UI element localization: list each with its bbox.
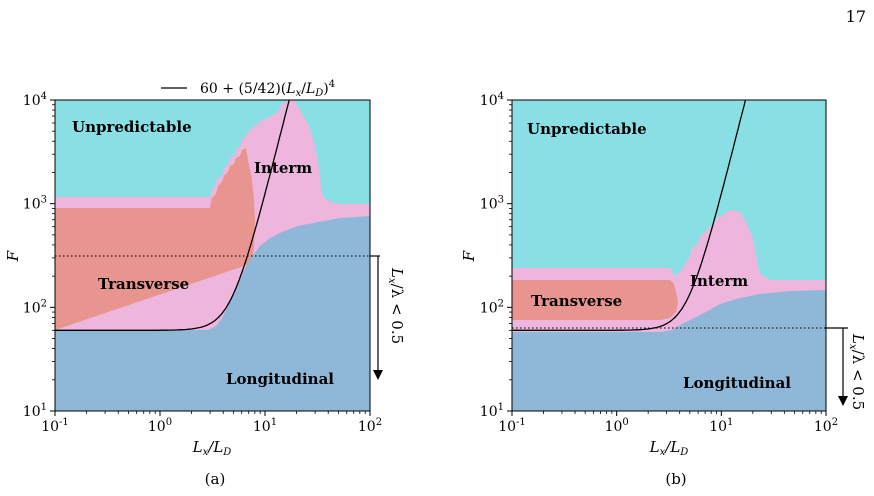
y-tick-label: 101 [23,402,47,420]
ylabel-a: F [4,250,22,262]
y-tick-label: 102 [480,298,504,316]
xlabel-b: Lx/LD [649,438,689,458]
label-transverse-a: Transverse [98,275,189,293]
region-transverse-a [55,148,255,330]
xlabel-a: Lx/LD [192,438,232,458]
label-unpredictable-a: Unpredictable [72,118,192,136]
plot-frame-b [511,99,827,412]
region-longitudinal-a [55,216,370,411]
region-transverse-b [512,280,678,320]
arrow-head [838,396,848,406]
y-tick-label: 104 [23,91,47,109]
y-tick-label: 103 [23,195,47,213]
x-tick-label: 101 [253,417,277,435]
x-tick-label: 10-1 [41,417,69,435]
x-tick-label: 100 [148,417,172,435]
x-tick-label: 102 [358,417,382,435]
arrow-annotation-b: Lx/λ < 0.5 [826,327,867,410]
ticks-b: 10-1 100 101 102 101 102 103 104 [480,91,838,435]
x-tick-label: 10-1 [498,417,526,435]
arrow-label-b: Lx/λ < 0.5 [847,333,867,410]
arrow-label-a: Lx/λ < 0.5 [386,267,406,344]
x-tick-label: 100 [605,417,629,435]
label-longitudinal-a: Longitudinal [226,370,334,388]
legend-a: 60 + (5/42)(Lx/LD)4 [161,79,335,99]
y-tick-label: 104 [480,91,504,109]
panel-label-a: (a) [205,470,226,488]
arrow-annotation-a: Lx/λ < 0.5 [370,255,406,380]
phase-map-a [55,100,370,411]
label-transverse-b: Transverse [531,292,622,310]
ylabel-b: F [460,250,478,262]
arrow-head [373,370,383,380]
y-tick-label: 101 [480,402,504,420]
y-tick-label: 102 [23,298,47,316]
label-longitudinal-b: Longitudinal [683,374,791,392]
threshold-curve-a [55,100,290,331]
threshold-curve-b [512,100,747,331]
x-tick-label: 102 [814,417,838,435]
page-number: 17 [846,7,866,26]
y-tick-label: 103 [480,195,504,213]
panel-label-b: (b) [665,470,686,488]
region-longitudinal-b [512,290,826,411]
phase-map-b [512,100,826,411]
label-interm-b: Interm [690,272,748,290]
label-unpredictable-b: Unpredictable [527,120,647,138]
ticks-a: 10-1 100 101 102 101 102 103 104 [23,91,382,435]
x-tick-label: 101 [709,417,733,435]
label-interm-a: Interm [254,159,312,177]
legend-text: 60 + (5/42)(Lx/LD)4 [200,79,335,99]
